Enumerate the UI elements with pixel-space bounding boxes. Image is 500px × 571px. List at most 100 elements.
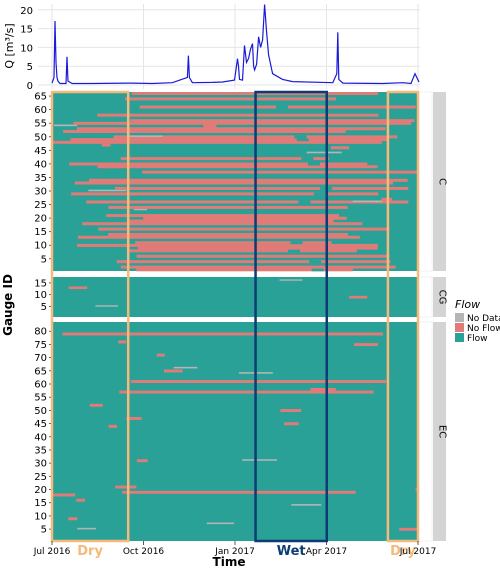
no-flow-cell [126,416,142,420]
flow-cell [301,157,314,161]
no-data-cell [291,504,322,506]
no-flow-cell [77,243,378,247]
flow-cell [275,105,288,109]
no-flow-cell [63,129,346,133]
no-flow-cell [280,409,302,413]
x-tick-label: Jul 2016 [33,547,71,557]
y-tick-label: 45 [34,419,47,430]
flow-cell [307,162,320,166]
no-flow-cell [76,127,386,131]
facet-strip [433,277,446,317]
facet-strip-label: C [437,178,448,185]
no-flow-cell [135,241,332,245]
no-flow-cell [52,140,382,144]
flow-cell [309,260,322,264]
facet-strip [433,322,446,541]
y-tick-label: 50 [34,406,47,417]
legend-label-no-flow: No Flow [467,324,500,334]
no-data-cell [127,135,163,138]
y-tick-label: 80 [34,327,47,338]
panel-right-margin [417,276,433,318]
y-tick-label: 5 [41,525,47,536]
no-data-cell [306,151,342,154]
no-flow-cell [70,138,389,142]
y-tick-label: 10 [34,241,47,252]
heatmap-panel-c: 5 10 15 20 25 30 35 40 45 50 55 60 65 C [34,92,448,272]
y-tick-label: 35 [34,445,47,456]
x-tick-label: Jan 2017 [214,547,255,557]
hydrograph-y-tick-label: 5 [27,62,33,73]
flow-cell [298,200,311,204]
hydrograph-plot-area [38,4,420,89]
no-flow-cell [120,265,396,269]
no-flow-cell [130,380,387,383]
no-flow-cell [62,332,383,336]
no-data-cell [88,189,127,192]
no-flow-cell [98,227,390,231]
no-flow-cell [86,200,409,204]
facet-strip-label: CG [437,290,448,305]
gauge-flow-heatmap: 5101520253035404550556065C51015CG5101520… [34,92,448,542]
y-tick-label: 15 [34,227,47,238]
no-flow-cell [114,186,409,190]
hydrograph-y-tick-label: 20 [20,6,33,17]
hydrograph-y-tick-label: 0 [27,81,33,92]
time-x-axis: Jul 2016 Oct 2016 Jan 2017 Apr 2017 Jul 2017 [33,541,436,557]
flow-cell [290,241,303,245]
no-data-cell [352,200,383,203]
hydrograph-y-tick-label: 10 [20,43,33,54]
no-flow-cell [77,235,360,239]
y-tick-label: 30 [34,186,47,197]
no-flow-cell [71,192,379,196]
legend-label-flow: Flow [467,334,488,344]
y-tick-label: 15 [34,278,47,289]
y-tick-label: 40 [34,159,47,170]
no-flow-cell [137,246,378,250]
no-flow-cell [203,124,217,128]
no-flow-cell [97,113,379,117]
no-flow-cell [89,403,103,407]
period-box-dry [386,90,420,543]
y-tick-label: 45 [34,146,47,157]
x-tick-label: Apr 2017 [306,547,347,557]
no-flow-cell [108,205,348,209]
panel-right-margin [417,321,433,542]
hydrograph-y-tick-label: 15 [20,25,33,36]
y-tick-label: 55 [34,393,47,404]
no-flow-cell [101,143,111,147]
period-boxes: Dry Wet Dry [50,90,420,559]
y-tick-label: 25 [34,200,47,211]
period-label-dry: Dry [390,544,416,559]
no-data-cell [242,459,277,461]
legend-swatch-flow [455,333,464,342]
no-flow-cell [89,178,408,182]
hydrograph-y-axis-label: Q [m³/s] [3,23,16,68]
y-tick-label: 20 [34,485,47,496]
hydrograph-y-ticks: 0 5 10 15 20 [20,6,33,92]
no-flow-cell [69,162,368,166]
time-axis-label: Time [213,555,246,569]
no-data-cell [173,366,198,369]
no-flow-cell [310,387,336,391]
no-flow-cell [128,249,357,253]
y-tick-label: 15 [34,498,47,509]
no-flow-cell [120,157,329,161]
period-label-wet: Wet [277,544,306,559]
y-tick-label: 35 [34,173,47,184]
no-flow-cell [108,233,348,237]
no-flow-cell [119,390,374,394]
no-flow-cell [68,517,78,521]
no-flow-cell [142,170,418,174]
y-tick-label: 55 [34,119,47,130]
legend-label-no-data: No Data [467,314,500,324]
legend-title: Flow [455,298,480,311]
no-flow-cell [82,222,363,226]
hydrograph-grid [38,4,420,89]
y-tick-label: 65 [34,92,47,103]
flow-cell [294,135,307,139]
no-flow-cell [330,146,350,150]
no-flow-cell [52,493,76,497]
no-flow-cell [116,260,391,264]
no-data-cell [206,522,235,525]
